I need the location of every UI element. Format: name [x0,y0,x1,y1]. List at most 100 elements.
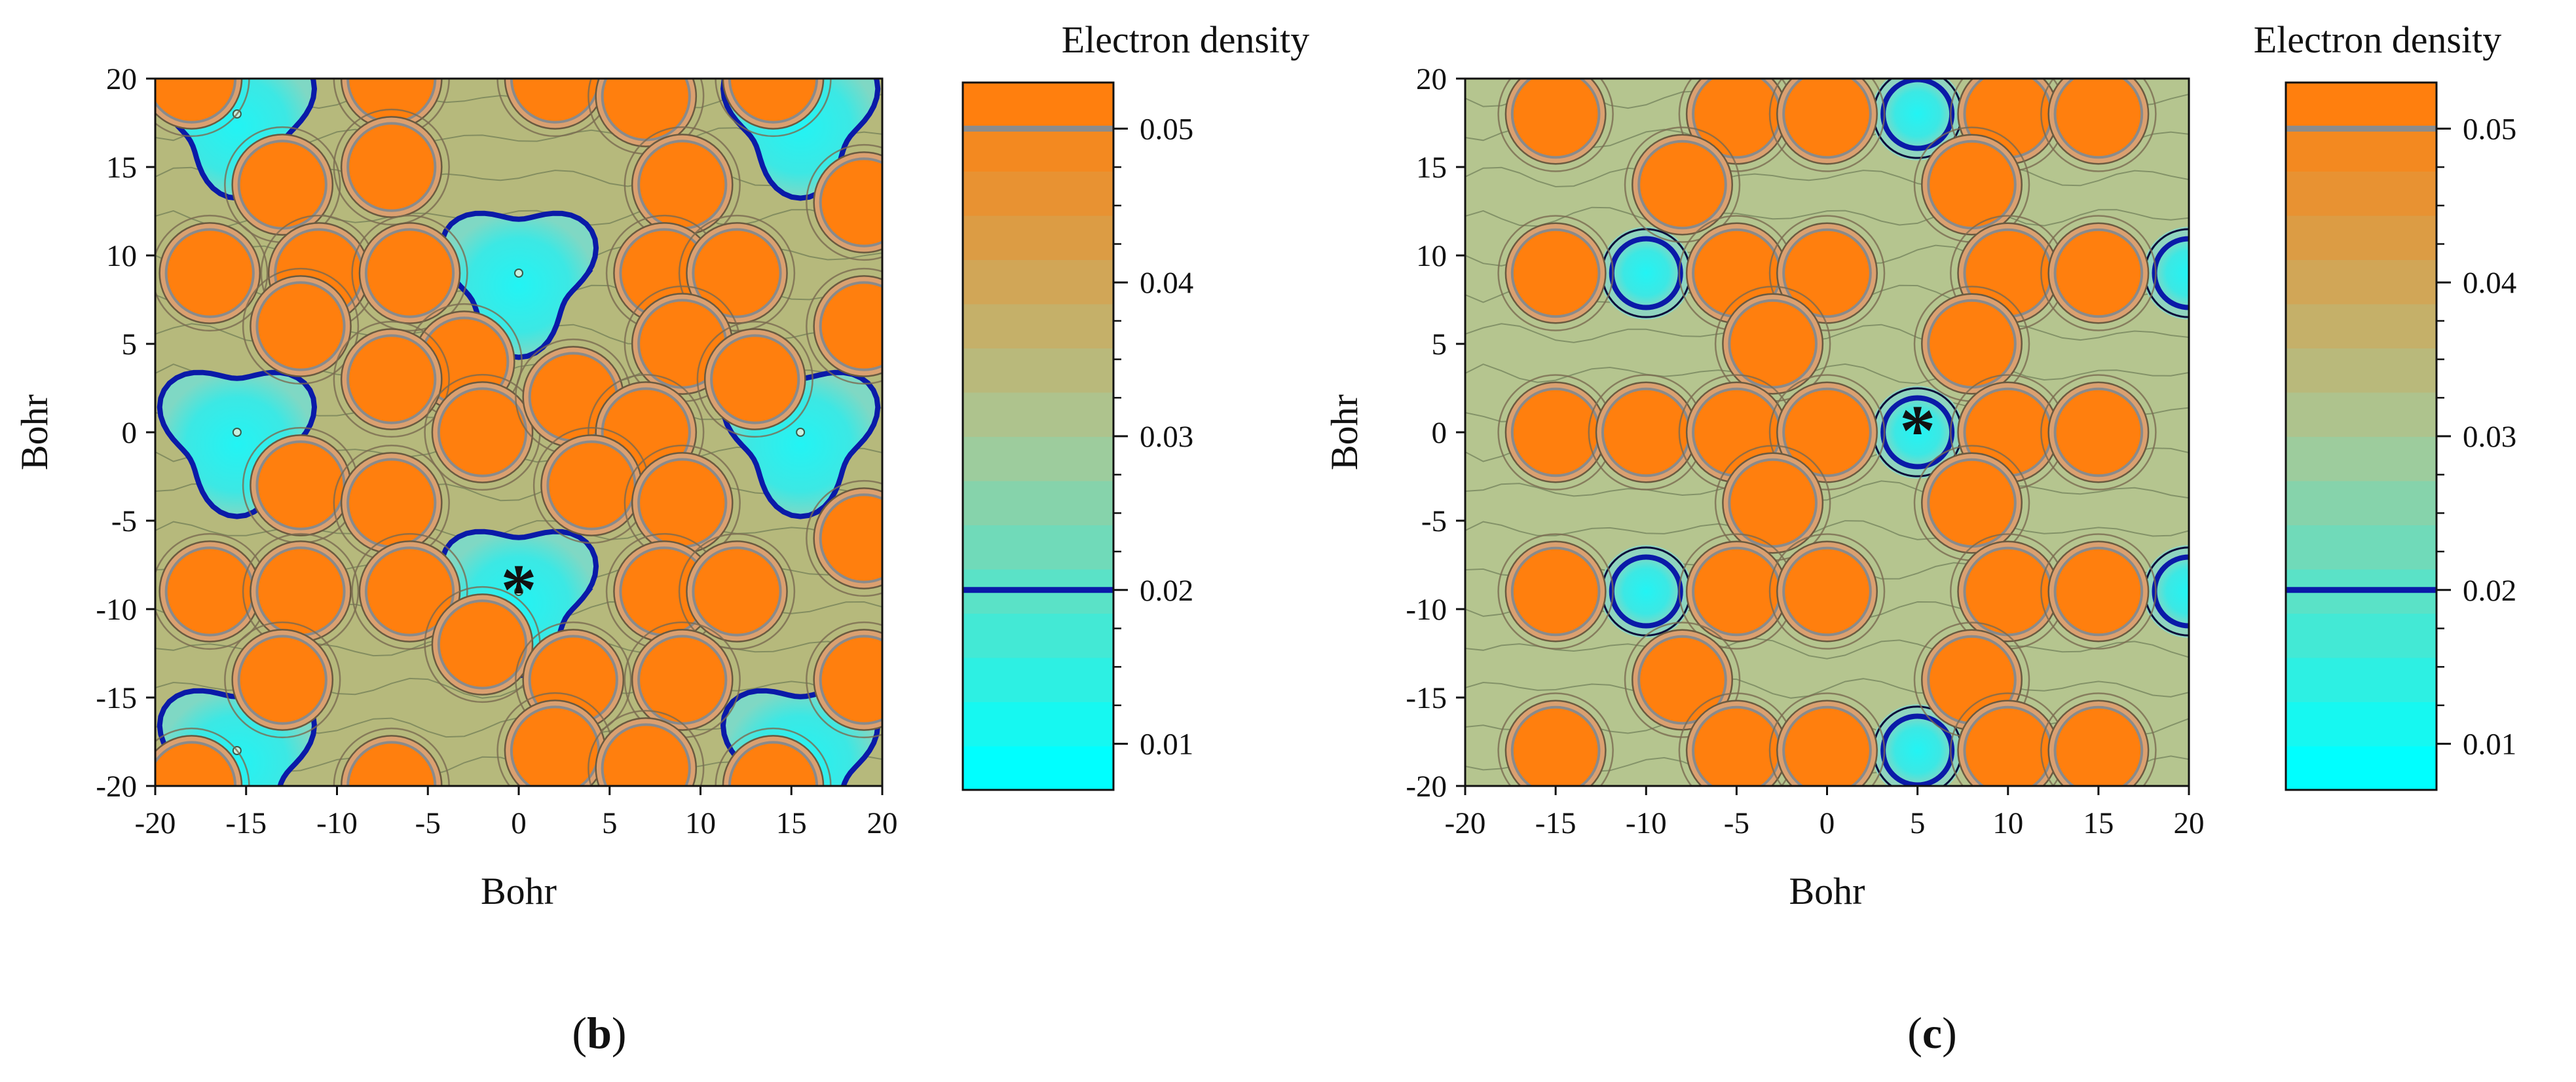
colorbar-band [2286,525,2436,570]
void-contour [1609,236,1683,310]
void-contour [1609,554,1683,629]
atom-core [819,157,882,248]
atom-density-peak [1913,126,2030,243]
atom-core [819,493,882,584]
atom-density-peak [333,444,450,562]
atom-ring-outer [1624,622,1741,738]
iso-line [1465,677,2189,699]
atom-core [728,79,819,124]
atom-core [1782,546,1872,637]
atom-density-peak [1624,126,1741,243]
x-tick-label: -10 [1626,806,1667,840]
x-axis-title: Bohr [1789,870,1865,912]
colorbar: 0.05 0.04 0.03 0.02 0.01 Electron density [961,18,1309,791]
colorbar-tick-label: 0.04 [1140,266,1193,300]
x-tick-label: -15 [1535,806,1577,840]
colorbar-band [963,701,1113,747]
atom-core [255,440,346,531]
atom-ring-outer [1768,374,1886,491]
colorbar-band [2286,259,2436,305]
atom-density-peak [1624,622,1741,738]
iso-line [1465,637,2189,660]
x-tick-label: -20 [1445,806,1486,840]
atom-ring-outer [715,727,832,786]
void-center-dot [796,428,806,437]
atom-ring-outer [2040,692,2157,786]
atom-core [1782,387,1872,477]
reference-marker: * [1899,390,1935,470]
iso-line [1465,323,2189,345]
atom-ring-outer [806,267,882,385]
colorbar-band [963,392,1113,437]
atom-density-peak [2040,533,2157,650]
colorbar-title: Electron density [2254,18,2502,61]
atom-density-peak [224,126,341,244]
atom-core [510,79,601,124]
y-tick-label: 10 [106,239,137,273]
x-tick-label: -20 [135,806,176,840]
atom-ring-outer [715,79,832,138]
void-contour [1880,395,1955,470]
colorbar-band [2286,303,2436,348]
atom-core [510,705,601,786]
atom-core [637,458,728,548]
atom-density-peak [806,143,882,261]
atom-ring-outer [224,621,341,739]
atom-core [1510,387,1601,477]
colorbar-band [2286,126,2436,172]
atom-density-peak [496,79,614,138]
atom-core [164,546,255,637]
atom-density-peak [1768,79,1886,172]
atom-ring-outer [806,143,882,261]
atom-core [364,546,455,637]
atom-core [346,458,437,548]
y-tick-label: 10 [1416,239,1447,273]
atom-density-peak [224,621,341,739]
colorbar-band [2286,613,2436,658]
x-tick-label: 5 [1910,806,1926,840]
panel-label-letter: b [587,1008,612,1058]
atom-core [237,635,327,725]
atom-density-peak [1913,445,2030,561]
x-tick-label: 10 [685,806,716,840]
atom-density-peak [1950,692,2066,786]
atom-density-peak [1768,533,1886,650]
atom-ring-outer [1624,126,1741,243]
colorbar-tick-label: 0.05 [2463,112,2516,146]
y-tick-label: -15 [1406,681,1447,715]
atom-density-peak [155,532,269,650]
atom-density-peak [2040,692,2157,786]
atom-ring-outer [1768,533,1886,650]
void-center-dot [514,269,523,278]
atom-density-peak [1497,692,1614,786]
atom-density-peak [1678,79,1795,172]
atom-density-peak [155,214,269,332]
atom-ring-outer [155,214,269,332]
atom-ring-outer [351,532,468,650]
atom-density-peak [605,532,723,650]
atom-density-peak [1497,374,1614,491]
colorbar-tick-label: 0.01 [2463,728,2516,762]
atom-core [728,741,819,786]
atom-ring-outer [242,267,360,385]
y-tick-label: 0 [122,416,138,450]
atom-core [1510,705,1601,786]
atom-ring-outer [333,108,450,226]
atom-density-peak [242,426,360,544]
atom-core [819,635,882,725]
atom-core [437,387,528,477]
atom-ring-outer [155,727,250,786]
atom-core [346,741,437,786]
atom-core [2053,79,2144,159]
colorbar-band [963,436,1113,481]
atom-ring-outer [1497,692,1614,786]
colorbar-band [2286,392,2436,437]
atom-core [2053,546,2144,637]
atom-core [1927,140,2017,230]
low-density-void [2142,545,2189,638]
atom-density-peak [588,709,705,786]
atom-density-peak [1768,215,1886,331]
y-tick-label: 5 [122,327,138,362]
atom-ring-outer [2040,533,2157,650]
